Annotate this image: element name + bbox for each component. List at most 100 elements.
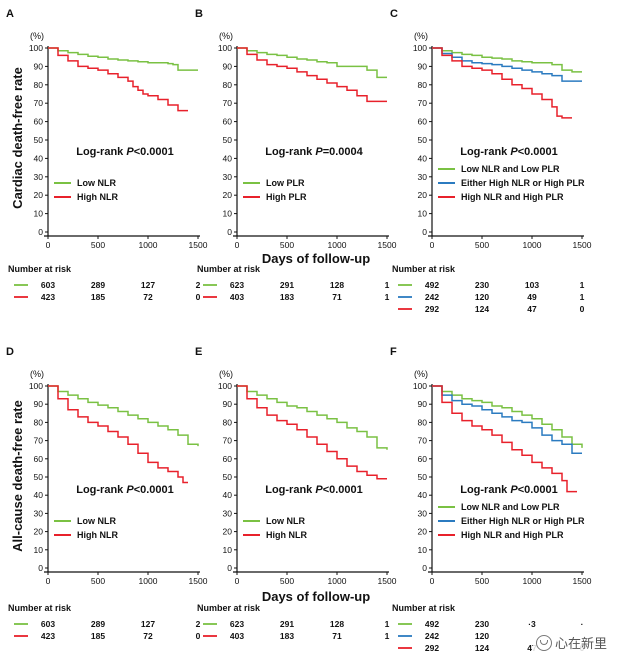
risk-count: 128 [330, 619, 344, 629]
risk-count: 623 [230, 619, 244, 629]
risk-count: 128 [330, 280, 344, 290]
risk-count: 291 [280, 280, 294, 290]
y-tick-label: 20 [223, 190, 233, 200]
legend-label: Low NLR [77, 178, 116, 188]
risk-count: 71 [332, 292, 342, 302]
y-tick-label: 40 [223, 153, 233, 163]
x-tick-label: 500 [475, 576, 489, 586]
y-tick-label: 50 [418, 135, 428, 145]
y-tick-label: 30 [223, 508, 233, 518]
log-rank-annotation: Log-rank P=0.0004 [265, 146, 363, 158]
log-rank-p: P [126, 484, 134, 496]
log-rank-annotation: Log-rank P<0.0001 [76, 484, 174, 496]
legend-label: Either High NLR or High PLR [461, 178, 585, 188]
x-tick-label: 1000 [139, 576, 158, 586]
survival-curve-green [48, 385, 199, 447]
legend-label: High NLR and High PLR [461, 530, 564, 540]
risk-count: 0 [196, 631, 201, 641]
x-tick-label: 0 [235, 576, 240, 586]
x-tick-label: 1000 [523, 576, 542, 586]
risk-count: 291 [280, 619, 294, 629]
y-axis-label-all-cause: All-cause death-free rate [10, 400, 25, 552]
risk-count: 242 [425, 631, 439, 641]
x-tick-label: 500 [475, 240, 489, 250]
log-rank-p: P [315, 484, 323, 496]
y-tick-label: 90 [418, 399, 428, 409]
risk-count: 120 [475, 292, 489, 302]
y-tick-label: 80 [418, 417, 428, 427]
panel-letter: D [6, 346, 14, 358]
y-tick-label: 80 [418, 80, 428, 90]
risk-count: 603 [41, 619, 55, 629]
risk-count: 185 [91, 631, 105, 641]
risk-count: 183 [280, 631, 294, 641]
log-rank-p: P [510, 146, 518, 158]
y-tick-label: 0 [422, 563, 427, 573]
x-tick-label: 0 [46, 576, 51, 586]
risk-count: 423 [41, 292, 55, 302]
x-tick-label: 1000 [523, 240, 542, 250]
y-tick-label: 90 [34, 399, 44, 409]
survival-curve-red [48, 47, 188, 112]
y-tick-label: 0 [38, 563, 43, 573]
log-rank-p: P [126, 146, 134, 158]
y-tick-label: 40 [418, 490, 428, 500]
risk-count: 0 [196, 292, 201, 302]
log-rank-value: <0.0001 [134, 484, 174, 496]
y-tick-label: 40 [34, 153, 44, 163]
risk-count: 2 [196, 619, 201, 629]
number-at-risk-title: Number at risk [8, 264, 72, 274]
y-tick-label: 40 [34, 490, 44, 500]
y-tick-label: 70 [34, 436, 44, 446]
x-tick-label: 500 [280, 576, 294, 586]
y-unit-label: (%) [414, 31, 428, 41]
risk-count: 72 [143, 631, 153, 641]
risk-count: ·3 [528, 619, 536, 629]
survival-curve-red [237, 47, 387, 103]
y-tick-label: 50 [34, 472, 44, 482]
risk-count: 0 [580, 304, 585, 314]
x-axis-label-top: Days of follow-up [262, 251, 370, 266]
number-at-risk-title: Number at risk [8, 603, 72, 613]
risk-count: 292 [425, 643, 439, 653]
risk-count: 230 [475, 280, 489, 290]
legend-label: High NLR and High PLR [461, 192, 564, 202]
survival-curve-green [48, 47, 198, 71]
y-tick-label: 20 [418, 190, 428, 200]
y-tick-label: 70 [34, 98, 44, 108]
log-rank-prefix: Log-rank [460, 484, 510, 496]
y-tick-label: 100 [29, 43, 43, 53]
x-tick-label: 1500 [573, 576, 592, 586]
risk-count: 127 [141, 280, 155, 290]
x-tick-label: 500 [91, 576, 105, 586]
y-tick-label: 100 [218, 381, 232, 391]
y-unit-label: (%) [414, 369, 428, 379]
log-rank-prefix: Log-rank [76, 146, 126, 158]
y-tick-label: 40 [223, 490, 233, 500]
y-tick-label: 100 [218, 43, 232, 53]
wechat-logo-icon [535, 634, 552, 651]
y-tick-label: 90 [223, 399, 233, 409]
survival-curve-red [237, 385, 387, 480]
x-tick-label: 1500 [378, 576, 397, 586]
y-tick-label: 10 [418, 209, 428, 219]
risk-count: 603 [41, 280, 55, 290]
risk-count: 185 [91, 292, 105, 302]
y-tick-label: 60 [418, 117, 428, 127]
panel-letter: B [195, 8, 203, 20]
y-tick-label: 0 [227, 563, 232, 573]
legend-label: Low NLR and Low PLR [461, 502, 560, 512]
y-tick-label: 70 [418, 98, 428, 108]
y-tick-label: 100 [413, 43, 427, 53]
risk-count: 47 [527, 643, 537, 653]
risk-count: 403 [230, 292, 244, 302]
x-tick-label: 1000 [328, 576, 347, 586]
survival-curve-red [432, 385, 577, 493]
risk-count: 289 [91, 280, 105, 290]
panel-letter: C [390, 8, 398, 20]
risk-count: 230 [475, 619, 489, 629]
legend-label: High NLR [77, 192, 118, 202]
